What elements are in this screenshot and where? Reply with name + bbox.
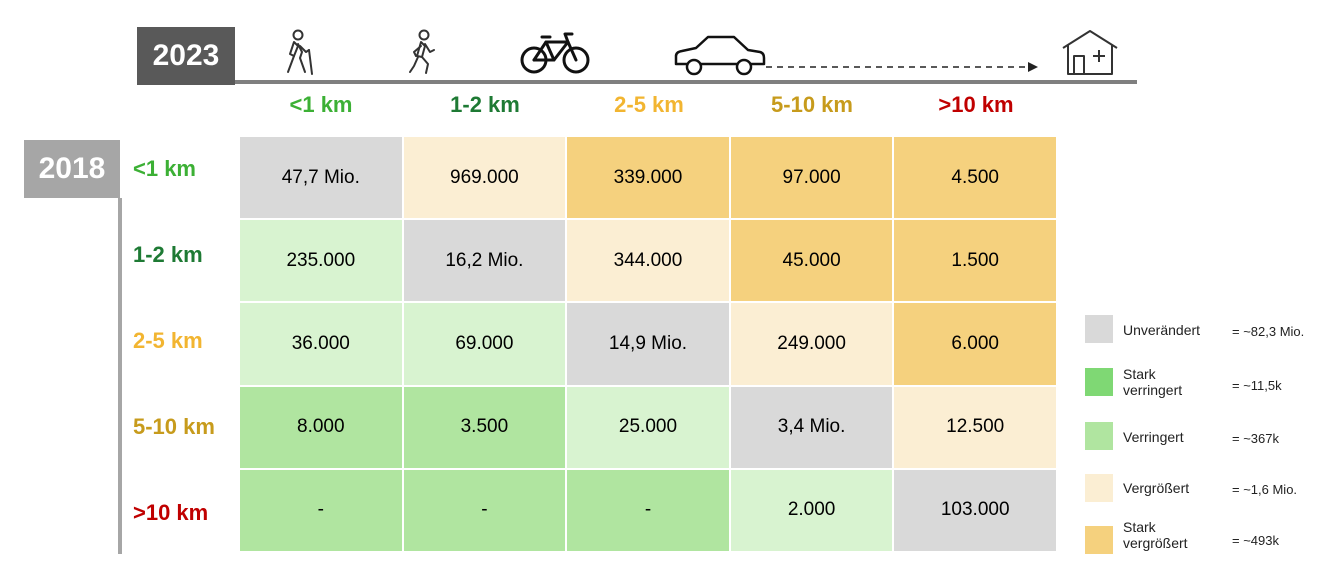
legend-value-vergroessert: = ~1,6 Mio. [1232,482,1298,497]
row-header-gt10: >10 km [133,500,209,525]
heatmap-cell: 69.000 [403,303,566,385]
row-header-2-5: 2-5 km [133,328,203,353]
legend-swatch-vergroessert [1085,474,1113,502]
legend-label-stark-verringert: Stark verringert [1123,366,1183,398]
heatmap-cell: 1.500 [894,220,1056,302]
row-header-lt1: <1 km [133,156,196,181]
heatmap-cell: 339.000 [567,137,729,219]
row-rule [118,198,122,554]
legend-label-stark-vergroessert: Stark vergrößert [1123,519,1188,551]
legend-value-stark-verringert: = ~11,5k [1232,378,1282,393]
heatmap-cell: 969.000 [403,137,566,219]
heatmap-cell: - [567,469,729,551]
heatmap-cell: 6.000 [894,303,1056,385]
heatmap-cell: 235.000 [240,220,402,302]
legend-label-vergroessert: Vergrößert [1123,480,1190,496]
row-header-1-2: 1-2 km [133,242,203,267]
legend-swatch-unveraendert [1085,315,1113,343]
heatmap-cell: 25.000 [567,386,729,468]
col-header-lt1: <1 km [289,92,353,117]
heatmap-cell: 45.000 [730,220,893,302]
legend-value-stark-vergroessert: = ~493k [1232,533,1279,548]
legend-value-unveraendert: = ~82,3 Mio. [1232,324,1305,339]
col-header-2-5: 2-5 km [614,92,684,117]
heatmap-cell: 97.000 [730,137,893,219]
legend-swatch-verringert [1085,422,1113,450]
legend-label-verringert: Verringert [1123,429,1184,445]
heatmap-cell: 344.000 [567,220,729,302]
heatmap-cell: 3,4 Mio. [730,386,893,468]
heatmap-cell: 36.000 [240,303,402,385]
legend-swatch-stark-verringert [1085,368,1113,396]
heatmap-cell: - [403,469,566,551]
house-icon [1062,30,1118,75]
legend-swatch-stark-vergroessert [1085,526,1113,554]
row-header-5-10: 5-10 km [133,414,215,439]
heatmap-cell: 8.000 [240,386,402,468]
heatmap-cell: 3.500 [403,386,566,468]
heatmap-cell: 2.000 [730,469,893,551]
heatmap-cell: 47,7 Mio. [240,137,402,219]
heatmap-cell: - [240,469,402,551]
legend-value-verringert: = ~367k [1232,431,1279,446]
header-rule [235,80,1137,84]
col-year-label: 2023 [137,27,235,85]
heatmap-cell: 14,9 Mio. [567,303,729,385]
heatmap-cell: 103.000 [894,469,1056,551]
car-icon [674,35,766,76]
heatmap-cell: 249.000 [730,303,893,385]
route-arrow-icon [766,62,1038,72]
bicycle-icon [520,32,590,74]
col-header-1-2: 1-2 km [450,92,520,117]
heatmap-cell: 4.500 [894,137,1056,219]
col-header-gt10: >10 km [938,92,1014,117]
col-header-5-10: 5-10 km [771,92,853,117]
legend-label-unveraendert: Unverändert [1123,322,1201,338]
heatmap-grid: 47,7 Mio. 969.000 339.000 97.000 4.500 235.00… [240,137,1058,553]
row-year-label: 2018 [24,140,120,198]
heatmap-cell: 16,2 Mio. [403,220,566,302]
hiker-icon [287,29,313,75]
heatmap-cell: 12.500 [894,386,1056,468]
walker-icon [409,29,435,74]
